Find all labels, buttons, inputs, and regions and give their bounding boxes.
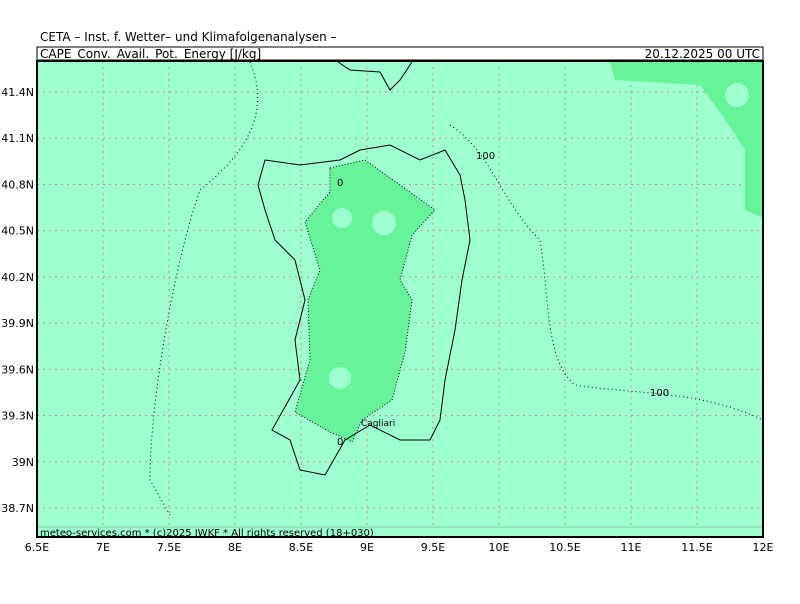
cape-area	[294, 159, 436, 443]
lon-label: 10E	[489, 541, 510, 554]
footer: meteo-services.com * (c)2025 IWKF * All …	[40, 528, 374, 539]
cape-hole	[725, 83, 749, 107]
lon-label: 11E	[621, 541, 642, 554]
valid-time: 20.12.2025 00 UTC	[645, 47, 760, 61]
lon-label: 9E	[360, 541, 374, 554]
lon-label: 8.5E	[289, 541, 313, 554]
cape-hole	[332, 208, 352, 228]
lon-label: 8E	[228, 541, 242, 554]
lon-label: 11.5E	[681, 541, 712, 554]
lon-label: 10.5E	[549, 541, 580, 554]
lat-label: 38.7N	[1, 502, 34, 515]
contour-label: 0	[337, 437, 343, 448]
contour-label: 100	[650, 388, 669, 399]
field-title: CAPE_Conv._Avail._Pot._Energy [J/kg]	[40, 47, 261, 61]
lon-label: 7.5E	[157, 541, 181, 554]
lat-label: 41.4N	[1, 86, 34, 99]
lat-label: 39.9N	[1, 317, 34, 330]
lat-label: 39N	[12, 456, 34, 469]
lat-label: 41.1N	[1, 132, 34, 145]
lat-label: 39.6N	[1, 363, 34, 376]
lat-label: 40.2N	[1, 271, 34, 284]
institute: CETA – Inst. f. Wetter– und Klimafolgena…	[40, 30, 337, 44]
contour-line	[149, 61, 764, 516]
lon-label: 9.5E	[421, 541, 445, 554]
lon-label: 6.5E	[25, 541, 49, 554]
graticule	[37, 61, 763, 537]
city-label: Cagliari	[361, 419, 395, 429]
cape-hole	[329, 367, 351, 389]
map-frame	[36, 60, 764, 538]
lat-label: 40.8N	[1, 178, 34, 191]
contour-label: 0	[337, 178, 343, 189]
lat-label: 39.3N	[1, 410, 34, 423]
coastline	[337, 61, 413, 91]
lon-label: 7E	[96, 541, 110, 554]
cape-hole	[372, 211, 396, 235]
lat-label: 40.5N	[1, 225, 34, 238]
cape-area	[610, 62, 763, 218]
lon-label: 12E	[753, 541, 774, 554]
contour-label: 100	[476, 151, 495, 162]
coastline	[257, 144, 471, 476]
